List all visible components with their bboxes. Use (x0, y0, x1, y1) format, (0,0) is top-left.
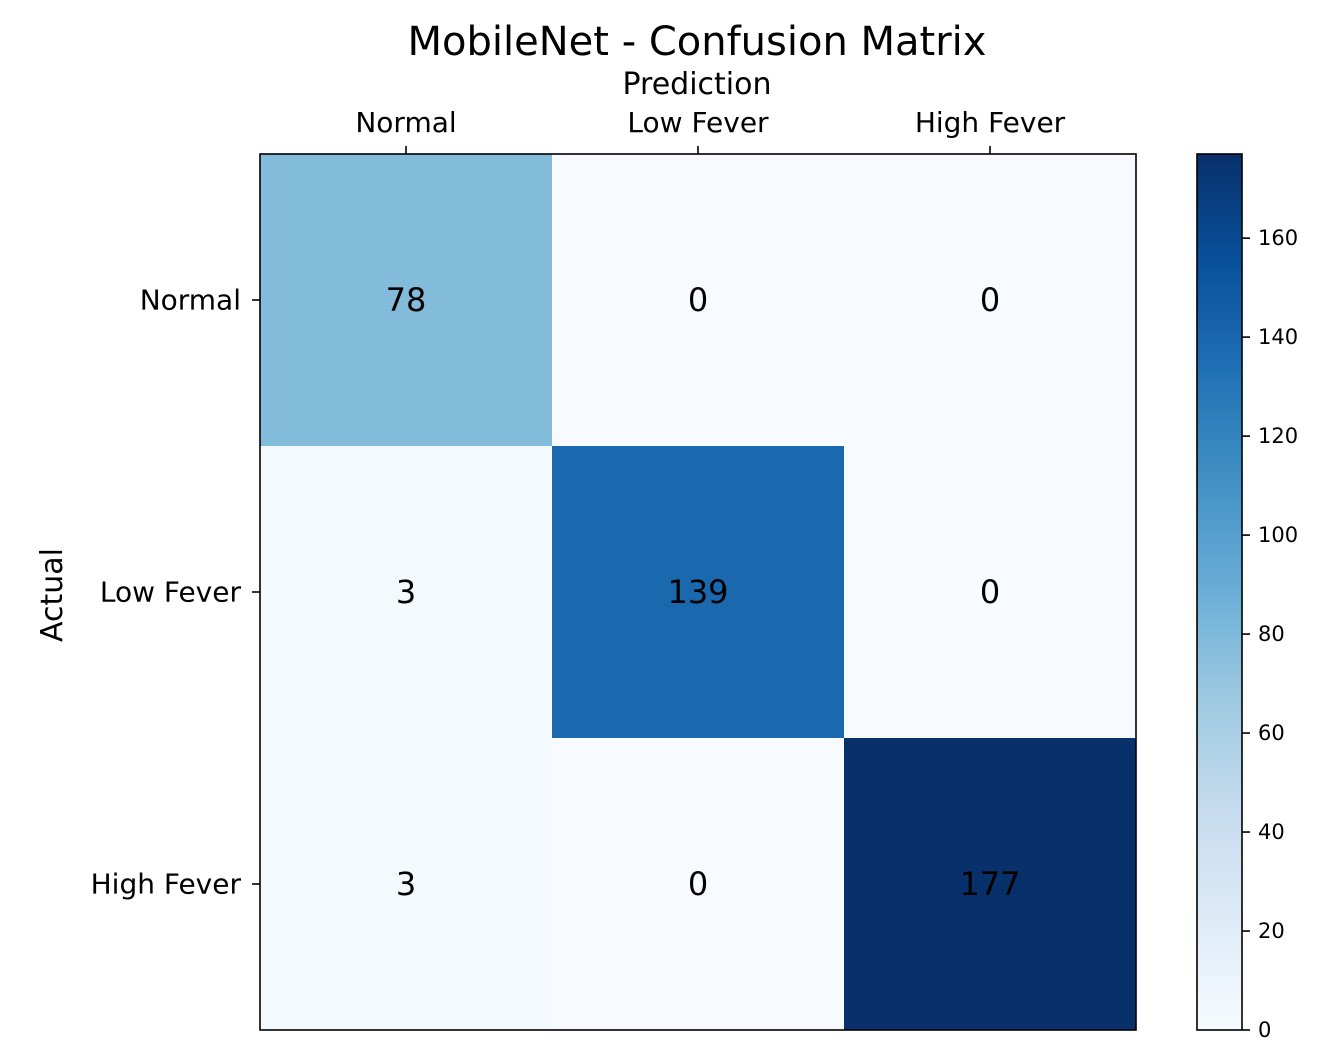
y-axis-ticks: Normal Low Fever High Fever (91, 284, 260, 901)
heatmap-cell (552, 738, 845, 1031)
colorbar-tick-label: 100 (1258, 523, 1298, 547)
heatmap-cell (260, 446, 553, 739)
chart-title: MobileNet - Confusion Matrix (408, 19, 987, 65)
cell-value-label: 0 (688, 865, 708, 903)
x-tick-label: Normal (355, 106, 456, 139)
colorbar-tick-label: 0 (1258, 1018, 1271, 1042)
cell-value-label: 0 (980, 281, 1000, 319)
cell-value-label: 177 (959, 865, 1020, 903)
x-axis-title: Prediction (622, 67, 771, 102)
colorbar-ticks: 0 20 40 60 80 100 120 140 160 (1242, 226, 1298, 1042)
heatmap-cell (844, 446, 1137, 739)
cell-value-label: 78 (386, 281, 427, 319)
cell-value-labels: 78 0 0 3 139 0 3 0 177 (386, 281, 1021, 903)
cell-value-label: 3 (396, 865, 416, 903)
colorbar-tick-label: 40 (1258, 820, 1285, 844)
y-tick-label: High Fever (91, 868, 242, 901)
x-tick-label: Low Fever (627, 106, 769, 139)
heatmap-cell (844, 154, 1137, 447)
x-tick-label: High Fever (915, 106, 1066, 139)
y-tick-label: Normal (140, 284, 241, 317)
heatmap-cell (260, 738, 553, 1031)
colorbar-tick-label: 140 (1258, 325, 1298, 349)
heatmap-cell (260, 154, 553, 447)
colorbar-tick-label: 160 (1258, 226, 1298, 250)
cell-value-label: 3 (396, 573, 416, 611)
colorbar-tick-label: 80 (1258, 622, 1285, 646)
cell-value-label: 0 (980, 573, 1000, 611)
heatmap-cell (844, 738, 1137, 1031)
heatmap-cell (552, 446, 845, 739)
heatmap-cells (260, 154, 1137, 1031)
cell-value-label: 0 (688, 281, 708, 319)
colorbar (1196, 153, 1243, 1031)
heatmap-cell (552, 154, 845, 447)
y-axis-title: Actual (35, 548, 70, 642)
colorbar-tick-label: 20 (1258, 919, 1285, 943)
x-axis-ticks: Normal Low Fever High Fever (355, 106, 1066, 154)
colorbar-tick-label: 60 (1258, 721, 1285, 745)
y-tick-label: Low Fever (100, 576, 242, 609)
cell-value-label: 139 (667, 573, 728, 611)
colorbar-tick-label: 120 (1258, 424, 1298, 448)
